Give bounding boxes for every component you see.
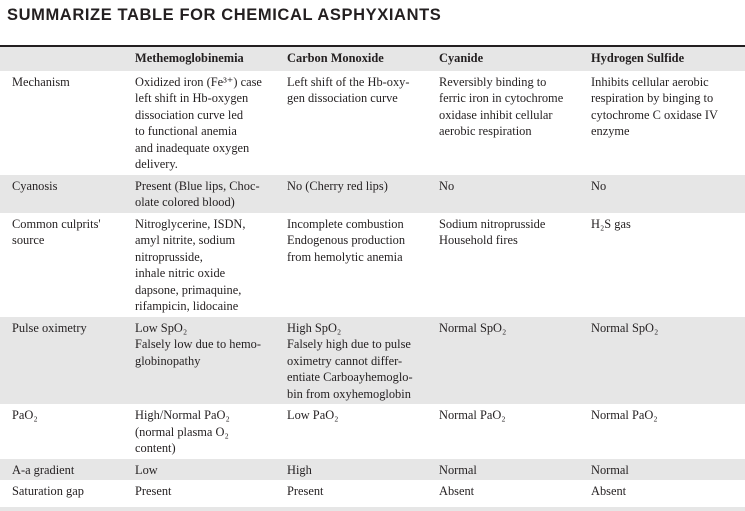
column-header: Cyanide — [439, 51, 484, 65]
table-row: Mechanism Oxidized iron (Fe³⁺) case left … — [0, 71, 745, 175]
table-row: Pulse oximetry Low SpO₂ Falsely low due t… — [0, 316, 745, 404]
table-cell: No (Cherry red lips) — [287, 178, 388, 193]
table-cell: Left shift of the Hb-oxy- gen dissociati… — [287, 74, 410, 106]
table-cell: Reversibly binding to ferric iron in cyt… — [439, 74, 564, 139]
table-cell: No — [591, 178, 607, 193]
table-cell: H₂S gas — [591, 216, 631, 231]
row-label: Mechanism — [12, 74, 70, 89]
column-header: Carbon Monoxide — [287, 51, 384, 65]
table-cell: Low SpO₂ Falsely low due to hemo- globin… — [135, 320, 261, 368]
row-label: Cyanosis — [12, 178, 58, 193]
table-cell: Inhibits cellular aerobic respiration by… — [591, 74, 718, 139]
table-cell: Normal PaO₂ — [439, 408, 506, 422]
table-cell: Low — [135, 462, 158, 477]
table-cell: Normal — [439, 462, 477, 477]
table-bottom-band — [0, 507, 745, 511]
row-label: Pulse oximetry — [12, 320, 87, 335]
table-cell: Present — [135, 484, 172, 498]
row-label: Saturation gap — [12, 484, 84, 498]
column-header: Methemoglobinemia — [135, 51, 244, 65]
header-corner — [0, 47, 135, 71]
table-cell: Normal SpO₂ — [439, 320, 507, 335]
table-cell: Normal — [591, 462, 629, 477]
table-cell: High/Normal PaO₂ (normal plasma O₂ conte… — [135, 408, 230, 455]
table-cell: No — [439, 178, 455, 193]
table-cell: Normal PaO₂ — [591, 408, 658, 422]
header-row: Methemoglobinemia Carbon Monoxide Cyanide H… — [0, 47, 745, 71]
table-row: Saturation gap Present Present Absent Absent — [0, 480, 745, 502]
page-title: SUMMARIZE TABLE FOR CHEMICAL ASPHYXIANTS — [7, 6, 442, 24]
table-row: Cyanosis Present (Blue lips, Choc- olate … — [0, 174, 745, 213]
asphyxiants-table: Methemoglobinemia Carbon Monoxide Cyanide H… — [0, 47, 745, 502]
table-row: A-a gradient Low High Normal Normal — [0, 458, 745, 480]
table-row: PaO₂ High/Normal PaO₂ (normal plasma O₂ c… — [0, 404, 745, 459]
row-label: Common culprits' source — [12, 216, 101, 248]
table-cell: Present — [287, 484, 324, 498]
table-cell: High SpO₂ Falsely high due to pulse oxim… — [287, 320, 413, 401]
table-cell: Nitroglycerine, ISDN, amyl nitrite, sodi… — [135, 216, 246, 314]
row-label: A-a gradient — [12, 462, 75, 477]
table-row: Common culprits' source Nitroglycerine, I… — [0, 213, 745, 317]
table-cell: Normal SpO₂ — [591, 320, 659, 335]
table-cell: Incomplete combustion Endogenous product… — [287, 216, 406, 264]
table-cell: High — [287, 462, 312, 477]
table-cell: Present (Blue lips, Choc- olate colored … — [135, 178, 260, 210]
top-rule — [0, 45, 745, 47]
table-cell: Low PaO₂ — [287, 408, 339, 422]
table-cell: Sodium nitroprusside Household fires — [439, 216, 546, 248]
column-header: Hydrogen Sulfide — [591, 51, 685, 65]
table-cell: Absent — [591, 484, 627, 498]
table-cell: Absent — [439, 484, 475, 498]
row-label: PaO₂ — [12, 408, 38, 422]
table-cell: Oxidized iron (Fe³⁺) case left shift in … — [135, 74, 262, 172]
